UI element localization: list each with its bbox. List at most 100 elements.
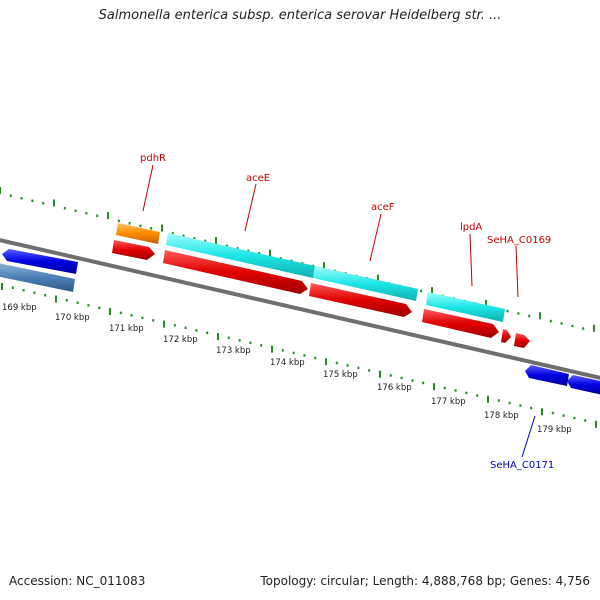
major-tick (215, 237, 217, 245)
major-tick (377, 274, 379, 282)
tick-label-175: 175 kbp (323, 370, 358, 380)
minor-tick (346, 364, 349, 367)
minor-tick (65, 299, 68, 302)
minor-tick (117, 219, 120, 223)
minor-tick (33, 291, 36, 294)
major-tick (163, 320, 165, 328)
minor-tick (20, 197, 23, 200)
minor-tick (335, 361, 338, 365)
tick-label-174: 174 kbp (270, 358, 305, 368)
label-aceF: aceF (371, 202, 395, 213)
gene-blue-left[interactable] (2, 249, 78, 274)
minor-tick (368, 369, 371, 372)
major-tick (269, 249, 271, 257)
gene-lpdA[interactable] (426, 292, 505, 322)
minor-tick (528, 314, 531, 318)
minor-tick (454, 389, 457, 392)
major-tick (539, 312, 541, 320)
minor-tick (85, 212, 88, 215)
major-tick (55, 295, 57, 303)
minor-tick (171, 232, 174, 235)
major-tick (431, 287, 433, 295)
minor-tick (128, 222, 131, 225)
gene-steelblue-left[interactable] (0, 263, 75, 292)
accession-text: Accession: NC_011083 (9, 574, 146, 588)
minor-tick (400, 376, 403, 380)
minor-tick (96, 214, 99, 218)
minor-tick (389, 374, 392, 377)
minor-tick (573, 416, 576, 420)
label-lpdA: lpdA (460, 222, 482, 233)
major-tick (217, 333, 219, 341)
minor-tick (508, 401, 511, 405)
label-aceE: aceE (246, 173, 270, 184)
minor-tick (87, 304, 90, 307)
minor-tick (584, 419, 587, 422)
cds-pdhR[interactable] (112, 240, 155, 260)
minor-tick (204, 239, 207, 243)
minor-tick (119, 311, 122, 315)
major-tick (107, 212, 109, 220)
cds-small-1[interactable] (501, 329, 511, 343)
tick-label-169: 169 kbp (2, 303, 37, 313)
gene-pdhR[interactable] (116, 223, 160, 244)
major-tick (271, 345, 273, 353)
cds-aceE[interactable] (163, 250, 308, 294)
minor-tick (9, 194, 12, 197)
minor-tick (517, 312, 520, 315)
gene-aceF[interactable] (313, 266, 418, 301)
minor-tick (227, 336, 230, 340)
minor-tick (11, 286, 14, 289)
major-tick (433, 383, 435, 391)
minor-tick (530, 406, 533, 410)
label-leader-SeHA_C0171 (521, 415, 536, 458)
minor-tick (549, 319, 552, 323)
minor-tick (258, 252, 261, 255)
major-tick (0, 187, 1, 194)
major-tick (593, 324, 595, 332)
gene-aceE[interactable] (166, 233, 315, 278)
minor-tick (193, 237, 196, 240)
minor-tick (247, 249, 250, 253)
topology-summary: Topology: circular; Length: 4,888,768 bp… (260, 574, 590, 588)
minor-tick (141, 316, 144, 320)
minor-tick (411, 379, 414, 382)
minor-tick (560, 322, 563, 325)
tick-label-172: 172 kbp (163, 335, 198, 345)
tick-label-170: 170 kbp (55, 313, 90, 323)
gene-SeHA_C0171[interactable] (525, 365, 569, 386)
major-tick (109, 308, 111, 316)
major-tick (487, 395, 489, 403)
minor-tick (139, 224, 142, 228)
minor-tick (130, 314, 133, 317)
minor-tick (182, 234, 185, 238)
tick-label-178: 178 kbp (484, 411, 519, 421)
minor-tick (420, 289, 423, 293)
cds-lpdA[interactable] (422, 309, 499, 338)
minor-tick (465, 391, 468, 395)
minor-tick (551, 411, 554, 415)
minor-tick (249, 341, 252, 345)
minor-tick (195, 329, 198, 332)
minor-tick (152, 319, 155, 322)
minor-tick (571, 324, 574, 328)
label-pdhR: pdhR (140, 153, 166, 164)
minor-tick (76, 301, 79, 304)
major-tick (485, 299, 487, 307)
gene-blue-right[interactable] (567, 375, 600, 395)
major-tick (595, 420, 597, 428)
label-SeHA_C0171: SeHA_C0171 (490, 460, 554, 471)
inner-tick-track (1, 283, 597, 428)
major-tick (323, 262, 325, 270)
minor-tick (582, 327, 585, 330)
minor-tick (22, 289, 25, 292)
minor-tick (497, 399, 500, 402)
tick-label-173: 173 kbp (216, 346, 251, 356)
cds-SeHA_C0169[interactable] (514, 333, 530, 348)
major-tick (379, 370, 381, 378)
cds-aceF[interactable] (309, 283, 412, 317)
minor-tick (31, 199, 34, 202)
minor-tick (42, 202, 45, 205)
major-tick (325, 358, 327, 366)
